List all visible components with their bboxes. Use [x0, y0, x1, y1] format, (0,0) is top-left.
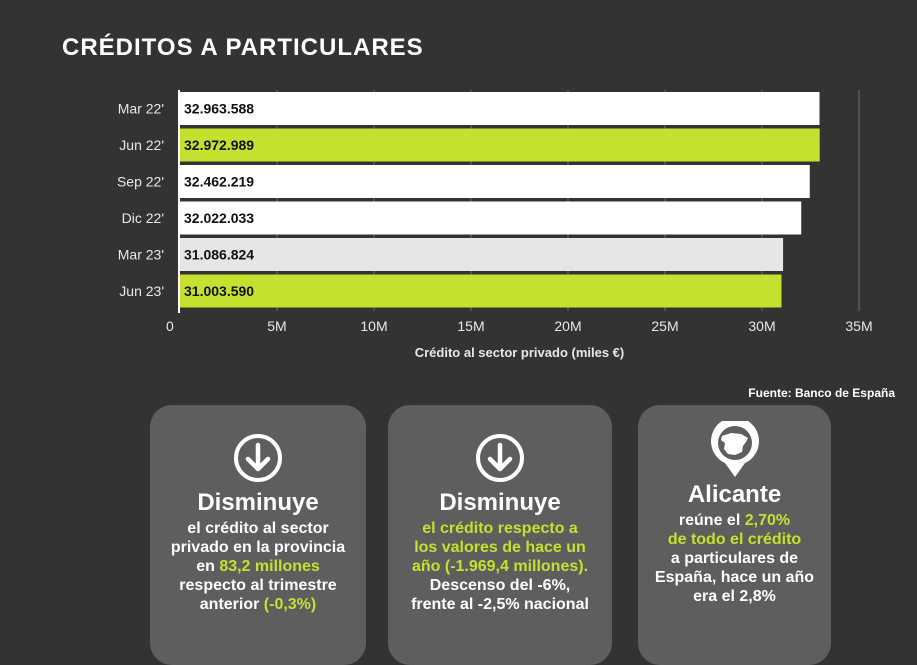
bar-value-label: 31.086.824 — [184, 247, 254, 263]
bar-value-label: 32.972.989 — [184, 137, 254, 153]
x-tick-label: 0 — [166, 318, 174, 334]
category-label: Mar 23' — [118, 247, 164, 263]
spain-map-pin-icon — [710, 421, 759, 477]
bar-value-label: 32.963.588 — [184, 101, 254, 117]
card-text: el crédito al sector — [187, 520, 329, 537]
bar-value-label: 32.462.219 — [184, 174, 254, 190]
bar-value-label: 31.003.590 — [184, 283, 254, 299]
highlight-text: año (-1.969,4 millones). — [411, 558, 589, 575]
arrow-down-circle-icon — [476, 434, 524, 482]
card-text: reúne el — [678, 512, 745, 529]
source-note: Fuente: Banco de España — [748, 386, 895, 400]
card-line: España, hace un año — [646, 568, 823, 587]
bar — [180, 92, 820, 125]
bar — [180, 274, 782, 308]
card-line: el crédito respecto a — [396, 519, 604, 538]
x-tick-label: 5M — [267, 318, 286, 334]
card-line: los valores de hace un — [396, 538, 604, 557]
card-provincial-decrease: Disminuye el crédito al sector privado en… — [150, 405, 366, 665]
card-text: Descenso del -6%, — [429, 577, 571, 594]
card-text: anterior — [199, 596, 264, 613]
card-body: el crédito respecto a los valores de hace… — [388, 519, 612, 614]
bar-value-label: 32.022.033 — [184, 210, 254, 226]
card-heading: Disminuye — [439, 489, 561, 516]
category-label: Jun 23' — [119, 283, 164, 299]
category-label: Dic 22' — [122, 210, 164, 226]
highlight-text: 83,2 millones — [219, 558, 320, 575]
highlight-text: el crédito respecto a — [422, 520, 578, 537]
bar — [180, 165, 810, 198]
category-label: Mar 22' — [118, 101, 164, 117]
card-line: año (-1.969,4 millones). — [396, 557, 604, 576]
highlight-text: los valores de hace un — [414, 539, 586, 556]
x-tick-label: 30M — [748, 318, 775, 334]
card-line: anterior (-0,3%) — [158, 595, 358, 614]
card-body: reúne el 2,70% de todo el crédito a partic… — [638, 511, 831, 606]
card-line: respecto al trimestre — [158, 576, 358, 595]
x-axis-title: Crédito al sector privado (miles €) — [415, 345, 625, 360]
x-tick-label: 35M — [845, 318, 872, 334]
card-text: era el 2,8% — [693, 588, 776, 605]
page-title: CRÉDITOS A PARTICULARES — [62, 34, 424, 61]
arrow-down-circle-icon — [234, 434, 282, 482]
card-line: era el 2,8% — [646, 587, 823, 606]
x-tick-label: 20M — [554, 318, 581, 334]
card-line: el crédito al sector — [158, 519, 358, 538]
card-line: frente al -2,5% nacional — [396, 595, 604, 614]
card-text: frente al -2,5% nacional — [411, 596, 589, 613]
x-tick-label: 25M — [651, 318, 678, 334]
bar — [180, 201, 802, 235]
card-body: el crédito al sector privado en la provin… — [150, 519, 366, 614]
card-line: en 83,2 millones — [158, 557, 358, 576]
card-heading: Alicante — [687, 481, 782, 508]
card-line: privado en la provincia — [158, 538, 358, 557]
card-text: en — [196, 558, 220, 575]
card-line: a particulares de — [646, 549, 823, 568]
highlight-text: (-0,3%) — [263, 596, 317, 613]
category-label: Sep 22' — [117, 174, 164, 190]
card-annual-decrease: Disminuye el crédito respecto a los valor… — [388, 405, 612, 665]
card-heading: Disminuye — [197, 489, 319, 516]
card-text: a particulares de — [670, 550, 799, 567]
x-tick-label: 15M — [457, 318, 484, 334]
card-alicante-share: Alicante reúne el 2,70% de todo el crédit… — [638, 405, 831, 665]
bar-chart: 32.963.588 Mar 22' 32.972.989 Jun 22' 32.462… — [117, 90, 873, 360]
bar — [180, 238, 784, 271]
highlight-text: de todo el crédito — [667, 531, 802, 548]
highlight-text: 2,70% — [744, 512, 791, 529]
category-label: Jun 22' — [119, 137, 164, 153]
card-text: privado en la provincia — [170, 539, 346, 556]
bar — [180, 128, 820, 162]
card-text: España, hace un año — [654, 569, 815, 586]
card-line: reúne el 2,70% — [646, 511, 823, 530]
x-tick-label: 10M — [360, 318, 387, 334]
card-line: de todo el crédito — [646, 530, 823, 549]
card-text: respecto al trimestre — [179, 577, 337, 594]
card-line: Descenso del -6%, — [396, 576, 604, 595]
